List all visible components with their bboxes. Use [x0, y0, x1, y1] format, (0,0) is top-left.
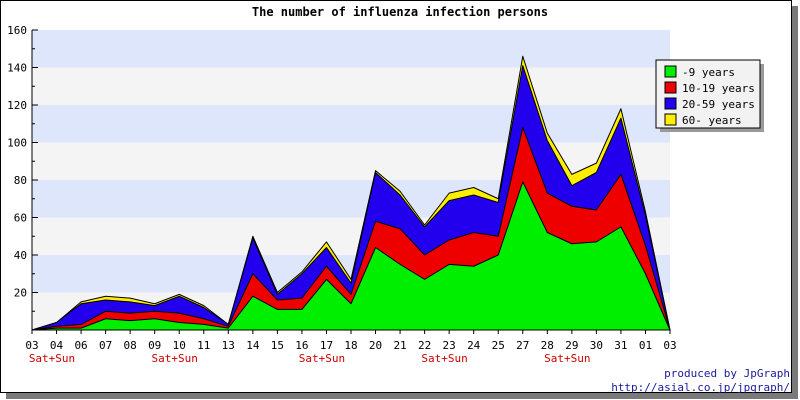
area--9-years	[31, 181, 671, 331]
legend-swatch	[664, 81, 677, 94]
stacked-areas	[31, 55, 671, 331]
x-tick-label: 03	[663, 339, 676, 352]
weekend-label: Sat+Sun	[421, 352, 467, 365]
legend-label: 10-19 years	[682, 82, 755, 95]
x-tick-label: 08	[124, 339, 137, 352]
x-tick-label: 28	[541, 339, 554, 352]
x-tick-label: 06	[74, 339, 87, 352]
legend-swatch	[664, 65, 677, 78]
x-axis-ticks: 03 04 06 07 08 09 10 11 13 14 15 16 17 18 20 21 22 23 24 25…	[25, 330, 677, 352]
legend-label: -9 years	[682, 66, 735, 79]
y-tick-label: 60	[14, 212, 27, 225]
frame-shadow-bottom	[6, 393, 798, 399]
x-tick-label: 20	[369, 339, 382, 352]
y-tick-label: 140	[7, 62, 27, 75]
x-tick-label: 04	[50, 339, 64, 352]
weekend-label: Sat+Sun	[152, 352, 198, 365]
x-tick-label: 23	[443, 339, 456, 352]
x-tick-label: 01	[639, 339, 652, 352]
y-tick-label: 100	[7, 137, 27, 150]
weekend-label: Sat+Sun	[544, 352, 590, 365]
x-tick-label: 17	[320, 339, 333, 352]
weekend-labels: Sat+Sun Sat+Sun Sat+Sun Sat+Sun Sat+Sun	[29, 352, 591, 365]
plot-band	[32, 67, 670, 105]
x-tick-label: 25	[492, 339, 505, 352]
produced-by-text: produced by JpGraph	[664, 367, 790, 380]
x-tick-label: 15	[271, 339, 284, 352]
weekend-label: Sat+Sun	[29, 352, 75, 365]
x-tick-label: 09	[148, 339, 161, 352]
x-tick-label: 16	[295, 339, 308, 352]
y-tick-label: 20	[14, 287, 27, 300]
legend: -9 years 10-19 years 20-59 years 60- years	[655, 59, 764, 132]
x-tick-label: 10	[173, 339, 186, 352]
chart-title: The number of influenza infection person…	[252, 5, 548, 19]
legend-swatch	[664, 97, 677, 110]
x-tick-label: 27	[516, 339, 529, 352]
x-tick-label: 18	[344, 339, 357, 352]
x-tick-label: 29	[565, 339, 578, 352]
jpgraph-url-link[interactable]: http://asial.co.jp/jpgraph/	[611, 381, 790, 394]
plot-band	[32, 105, 670, 143]
x-tick-label: 24	[467, 339, 481, 352]
y-tick-label: 120	[7, 99, 27, 112]
x-tick-label: 07	[99, 339, 112, 352]
x-tick-label: 22	[418, 339, 431, 352]
x-tick-label: 21	[393, 339, 406, 352]
x-tick-label: 13	[222, 339, 235, 352]
legend-label: 60- years	[682, 114, 742, 127]
legend-swatch	[664, 113, 677, 126]
weekend-label: Sat+Sun	[299, 352, 345, 365]
legend-label: 20-59 years	[682, 98, 755, 111]
x-tick-label: 31	[614, 339, 627, 352]
x-tick-label: 03	[25, 339, 38, 352]
x-tick-label: 30	[590, 339, 603, 352]
plot-band	[32, 30, 670, 68]
y-tick-label: 80	[14, 174, 27, 187]
frame-shadow-right	[792, 6, 798, 398]
y-axis-ticks: 20 40 60 80 100 120 140 160	[7, 24, 38, 312]
x-tick-label: 14	[246, 339, 260, 352]
y-tick-label: 160	[7, 24, 27, 37]
y-tick-label: 40	[14, 249, 27, 262]
x-tick-label: 11	[197, 339, 210, 352]
